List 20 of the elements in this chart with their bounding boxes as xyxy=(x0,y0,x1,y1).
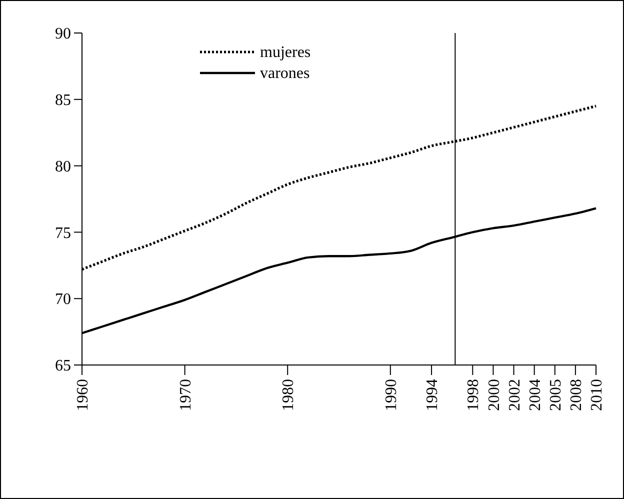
x-tick-label: 1998 xyxy=(465,379,482,411)
x-tick-label: 1990 xyxy=(383,379,400,411)
legend-label: varones xyxy=(260,64,310,82)
x-tick-label: 1980 xyxy=(280,379,298,411)
x-tick-label: 2010 xyxy=(588,379,606,411)
x-tick-label: 1960 xyxy=(74,379,92,411)
x-tick-label: 2004 xyxy=(526,379,544,411)
x-tick-label: 2002 xyxy=(506,379,524,411)
x-tick-label: 1970 xyxy=(177,379,194,411)
x-tick-label: 1994 xyxy=(424,379,442,411)
y-tick-label: 70 xyxy=(55,291,71,308)
x-tick-label: 2005 xyxy=(547,379,564,411)
y-tick-label: 65 xyxy=(55,358,71,375)
y-tick-label: 90 xyxy=(55,26,71,43)
x-tick-label: 2008 xyxy=(568,379,586,411)
x-tick-label: 2000 xyxy=(486,379,503,411)
y-tick-label: 75 xyxy=(55,224,71,242)
y-tick-label: 80 xyxy=(55,158,71,176)
legend-label: mujeres xyxy=(260,44,311,61)
y-tick-label: 85 xyxy=(55,92,71,109)
